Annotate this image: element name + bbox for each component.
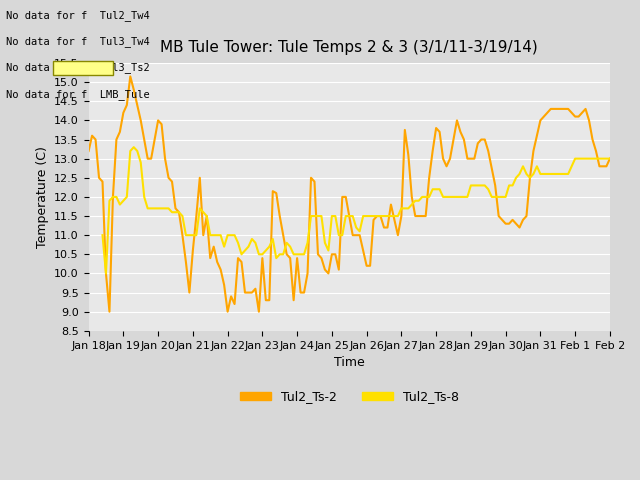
Tul2_Ts-8 [505,182,513,188]
Title: MB Tule Tower: Tule Temps 2 & 3 (3/1/11-3/19/14): MB Tule Tower: Tule Temps 2 & 3 (3/1/11-… [161,40,538,55]
X-axis label: Time: Time [334,356,365,369]
Tul2_Ts-8 [102,271,110,276]
Tul2_Ts-8 [499,194,506,200]
Line: Tul2_Ts-8: Tul2_Ts-8 [102,147,610,274]
Tul2_Ts-2 [84,148,92,154]
Tul2_Ts-8 [456,194,464,200]
Text: No data for f  LMB_Tule: No data for f LMB_Tule [6,89,150,100]
Tul2_Ts-2 [456,129,464,135]
Tul2_Ts-2 [127,73,134,79]
Tul2_Ts-8 [130,144,138,150]
Tul2_Ts-2 [422,213,429,219]
Text: No data for f  Tul3_Tw4: No data for f Tul3_Tw4 [6,36,150,47]
Tul2_Ts-8 [606,156,614,162]
Tul2_Ts-8 [383,213,391,219]
Tul2_Ts-2 [408,194,415,200]
Text: No data for f  Tul2_Tw4: No data for f Tul2_Tw4 [6,10,150,21]
Line: Tul2_Ts-2: Tul2_Ts-2 [88,76,610,312]
Tul2_Ts-2 [602,163,610,169]
Text: LMB_Tule: LMB_Tule [56,63,106,74]
Tul2_Ts-2 [106,309,113,314]
Tul2_Ts-8 [241,248,249,253]
Tul2_Ts-2 [606,156,614,162]
Legend: Tul2_Ts-2, Tul2_Ts-8: Tul2_Ts-2, Tul2_Ts-8 [234,385,464,408]
Tul2_Ts-2 [276,213,284,219]
Tul2_Ts-8 [269,236,276,242]
Y-axis label: Temperature (C): Temperature (C) [36,146,49,248]
Tul2_Ts-2 [346,213,353,219]
Text: No data for f  Tul3_Ts2: No data for f Tul3_Ts2 [6,62,150,73]
Tul2_Ts-8 [99,232,106,238]
